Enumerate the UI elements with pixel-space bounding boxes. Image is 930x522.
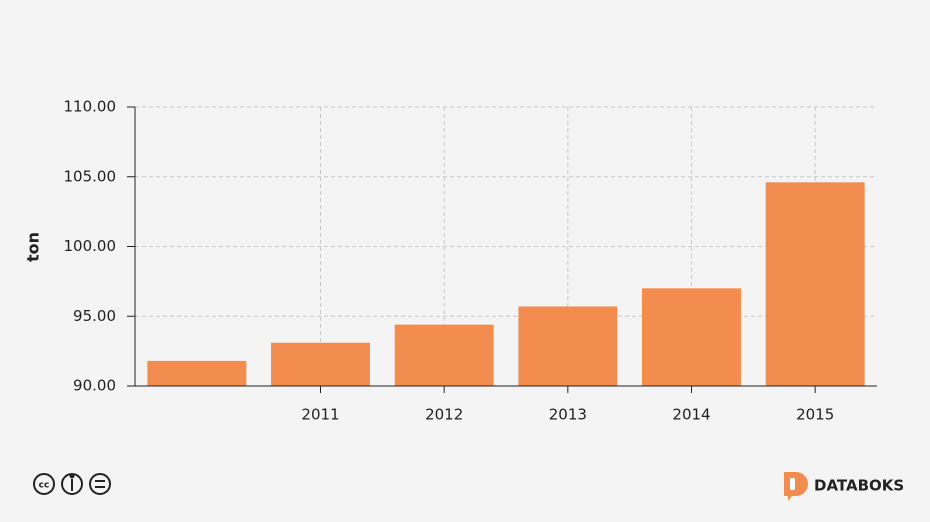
y-tick-label: 105.00 <box>64 167 117 185</box>
y-tick-label: 90.00 <box>73 377 116 395</box>
bar <box>394 324 494 386</box>
bar <box>642 288 741 386</box>
license-icons: cc <box>33 473 111 495</box>
bar <box>271 342 370 386</box>
bar <box>518 306 618 386</box>
bar <box>147 360 247 386</box>
bar <box>765 182 865 386</box>
x-tick-label: 2013 <box>549 406 587 424</box>
brand-logo-inner <box>790 478 795 490</box>
y-tick-label: 95.00 <box>73 307 116 325</box>
x-tick-label: 2015 <box>796 406 834 424</box>
svg-text:cc: cc <box>39 481 50 491</box>
y-axis-label: ton <box>24 232 43 262</box>
y-tick-label: 100.00 <box>64 237 117 255</box>
x-tick-label: 2012 <box>425 406 463 424</box>
y-tick-label: 110.00 <box>64 98 117 116</box>
brand-name: DATABOKS <box>814 477 904 495</box>
x-tick-label: 2014 <box>672 406 710 424</box>
x-tick-label: 2011 <box>301 406 339 424</box>
